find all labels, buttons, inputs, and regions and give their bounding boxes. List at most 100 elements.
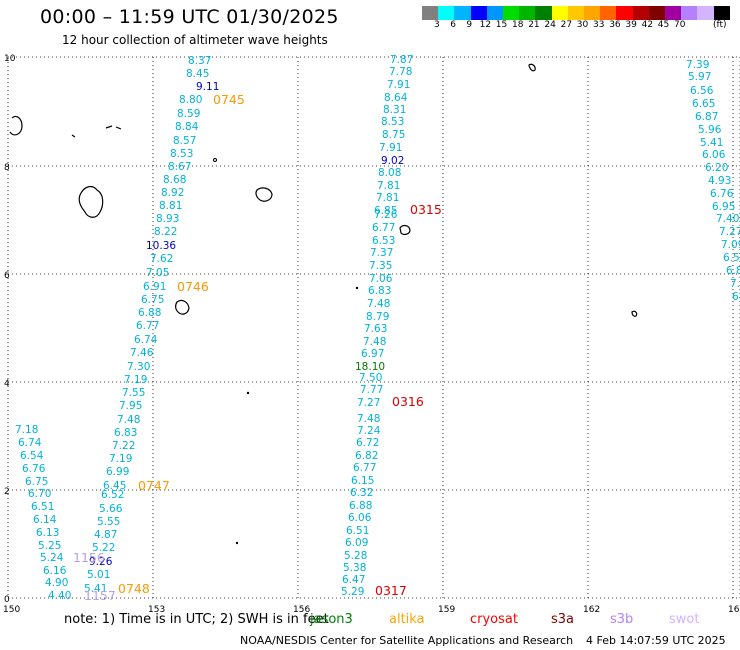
wave-height-reading: 6.82 [355,450,378,462]
legend-s3a: s3a [551,612,575,627]
wave-height-reading: 8.08 [378,167,401,179]
wave-height-reading: 6.77 [353,462,376,474]
scale-label: 27 [560,20,573,30]
wave-height-reading: 8.64 [384,92,408,104]
axis-tick-labels: 150 153 156 159 162 165 0 2 4 6 8 10 [3,54,740,615]
wave-height-reading: 6.54 [20,450,44,462]
wave-height-readings: 8.378.459.118.808.598.848.578.538.678.68… [15,54,740,602]
y-tick-label: 6 [4,271,10,281]
wave-height-reading: 6.77 [136,320,159,332]
wave-height-reading: 6.47 [342,574,365,586]
wave-height-reading: 8.22 [154,226,177,238]
wave-height-reading: 6.70 [28,488,51,500]
scale-swatch [648,6,665,20]
wave-height-reading: 7.95 [119,400,142,412]
scale-label: 3 [434,20,440,30]
wave-height-reading: 6.06 [348,512,372,524]
legend-s3b: s3b [610,612,634,627]
scale-label: 15 [495,20,508,30]
wave-height-reading: 8.59 [177,108,200,120]
scale-swatch [535,6,552,20]
island-shape [255,187,273,202]
scale-label: 9 [466,20,473,30]
wave-height-reading: 8.68 [163,174,186,186]
y-tick-label: 2 [4,487,10,497]
wave-height-reading: 10.36 [146,240,176,252]
island-dot [246,391,250,395]
scale-swatch [616,6,633,20]
scale-label: 70 [674,20,686,30]
scale-label: 18 [512,20,524,30]
wave-height-reading: 7.87 [390,54,413,66]
wave-height-reading: 9.26 [89,556,113,568]
wave-height-reading: 7.27 [719,226,740,238]
wave-height-reading: 7.09 [721,239,740,251]
legend-jason3: jason3 [310,612,353,627]
units-note: note: 1) Time is in UTC; 2) SWH is in fe… [64,612,329,627]
wave-height-reading: 8.79 [366,311,389,323]
wave-height-reading: 7.46 [130,347,154,359]
wave-height-reading: 6.20 [705,162,728,174]
wave-height-reading: 5.24 [40,552,64,564]
scale-swatch [567,6,584,20]
scale-swatch [665,6,682,20]
scale-swatch [438,6,455,20]
wave-height-reading: 5.29 [341,586,364,598]
wave-height-reading: 7.91 [387,79,410,91]
wave-height-reading: 7.81 [377,180,400,192]
wave-height-reading: 6. [732,291,740,303]
pass-time-label: 0745 [213,92,245,107]
x-tick-label: 159 [438,605,455,615]
wave-height-reading: 6.09 [345,537,368,549]
scale-label: (ft) [713,20,727,30]
wave-height-reading: 7.30 [127,361,150,373]
wave-height-reading: 7.50 [359,372,382,384]
pass-time-label: 0747 [138,478,170,493]
wave-height-reading: 6.83 [114,427,137,439]
wave-height-reading: 5.38 [343,562,366,574]
scale-swatch [486,6,503,20]
wave-height-reading: 6.53 [372,235,395,247]
pass-time-label: 0317 [375,583,407,598]
island-shape [71,125,122,138]
wave-height-reading: 5.96 [698,124,722,136]
wave-height-reading: 5.01 [87,569,110,581]
wave-height-reading: 6.75 [25,476,48,488]
wave-height-reading: 6.74 [18,437,42,449]
island-dot [213,158,217,162]
scale-label: 24 [544,20,556,30]
island-outlines [9,63,638,545]
wave-height-reading: 6.52 [101,489,124,501]
legend-cryosat: cryosat [470,612,518,627]
island-shape [528,63,536,72]
wave-height-reading: 9.02 [381,155,404,167]
wave-height-reading: 6.76 [710,188,734,200]
scale-swatch [503,6,520,20]
pass-time-label: 0316 [392,394,424,409]
wave-height-reading: 4.40 [48,590,71,602]
legend-swot: swot [669,612,700,627]
wave-height-reading: 7.77 [360,384,383,396]
wave-height-reading: 7.91 [379,142,402,154]
pass-time-label: 0748 [118,581,150,596]
wave-height-reading: 7. [730,278,740,290]
wave-height-reading: 7.48 [357,413,380,425]
wave-height-reading: 8.37 [188,55,211,67]
scale-label: 33 [593,20,605,30]
wave-height-reading: 6.83 [368,285,391,297]
scale-swatch [697,6,714,20]
wave-height-reading: 6.99 [106,466,129,478]
scale-label: 45 [657,20,670,30]
scale-label: 30 [576,20,589,30]
pass-time-label: 0746 [177,279,209,294]
wave-height-reading: 5.41 [700,137,723,149]
wave-height-reading: 5.55 [97,516,120,528]
wave-height-reading: 8.45 [186,68,209,80]
wave-height-reading: 6.06 [702,149,726,161]
wave-height-reading: 6.75 [141,294,164,306]
wave-height-reading: 6.88 [138,307,161,319]
wave-height-reading: 6.65 [692,98,715,110]
wave-height-reading: 8.80 [179,94,202,106]
y-tick-label: 4 [4,379,10,389]
